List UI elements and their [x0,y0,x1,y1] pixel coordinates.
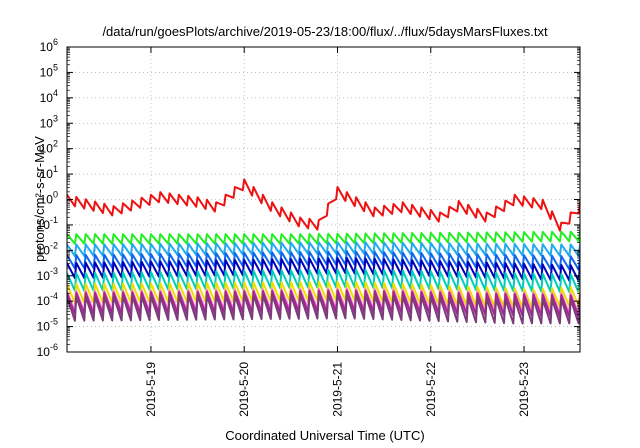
y-tick-exponent: -6 [50,342,58,352]
y-tick-exponent: 0 [53,190,58,200]
y-axis-ticks: 10-610-510-410-310-210-11001011021031041… [37,37,580,359]
series-line [67,230,580,245]
y-tick-exponent: -3 [50,266,58,276]
series-line [67,293,580,325]
y-axis-label: protons/cm²-s-sr-MeV [32,136,47,262]
y-tick-base: 10 [37,243,51,257]
y-tick-label: 100 [40,190,58,207]
x-tick-label: 2019-5-23 [517,362,531,417]
y-tick-base: 10 [37,218,51,232]
y-tick-exponent: 4 [53,88,58,98]
y-tick-label: 10-3 [37,266,58,283]
y-tick-label: 10-2 [37,240,58,257]
y-tick-exponent: 2 [53,139,58,149]
y-tick-exponent: -4 [50,291,58,301]
y-tick-exponent: -5 [50,317,58,327]
y-tick-label: 105 [40,62,58,79]
y-tick-base: 10 [40,40,54,54]
x-axis-ticks: 2019-5-19 2019-5-20 2019-5-21 2019-5-22 2019… [144,47,531,417]
y-tick-label: 10-4 [37,291,58,308]
x-tick-label: 2019-5-20 [237,362,251,417]
y-tick-base: 10 [37,269,51,283]
y-tick-exponent: -2 [50,240,58,250]
y-tick-label: 101 [40,164,58,181]
series-line [67,257,580,282]
series-line [67,178,580,232]
series-group [67,178,580,325]
y-tick-exponent: 6 [53,37,58,47]
x-axis-label: Coordinated Universal Time (UTC) [225,428,424,443]
x-tick-label: 2019-5-22 [424,362,438,417]
y-tick-base: 10 [37,345,51,359]
y-tick-base: 10 [37,320,51,334]
y-tick-base: 10 [40,193,54,207]
x-tick-label: 2019-5-21 [330,362,344,417]
y-tick-exponent: 5 [53,62,58,72]
x-tick-label: 2019-5-19 [144,362,158,417]
y-tick-base: 10 [37,294,51,308]
y-tick-label: 102 [40,139,58,156]
y-tick-label: 10-1 [37,215,58,232]
y-tick-base: 10 [40,142,54,156]
y-tick-label: 104 [40,88,58,105]
y-tick-base: 10 [40,116,54,130]
y-tick-exponent: 3 [53,113,58,123]
y-tick-label: 10-6 [37,342,58,359]
series-line [67,268,580,294]
y-tick-label: 10-5 [37,317,58,334]
y-tick-exponent: 1 [53,164,58,174]
y-tick-exponent: -1 [50,215,58,225]
y-tick-base: 10 [40,65,54,79]
y-tick-label: 106 [40,37,58,54]
y-tick-base: 10 [40,167,54,181]
series-line [67,241,580,257]
y-tick-base: 10 [40,91,54,105]
chart-title: /data/run/goesPlots/archive/2019-05-23/1… [102,24,548,39]
y-tick-label: 103 [40,113,58,130]
